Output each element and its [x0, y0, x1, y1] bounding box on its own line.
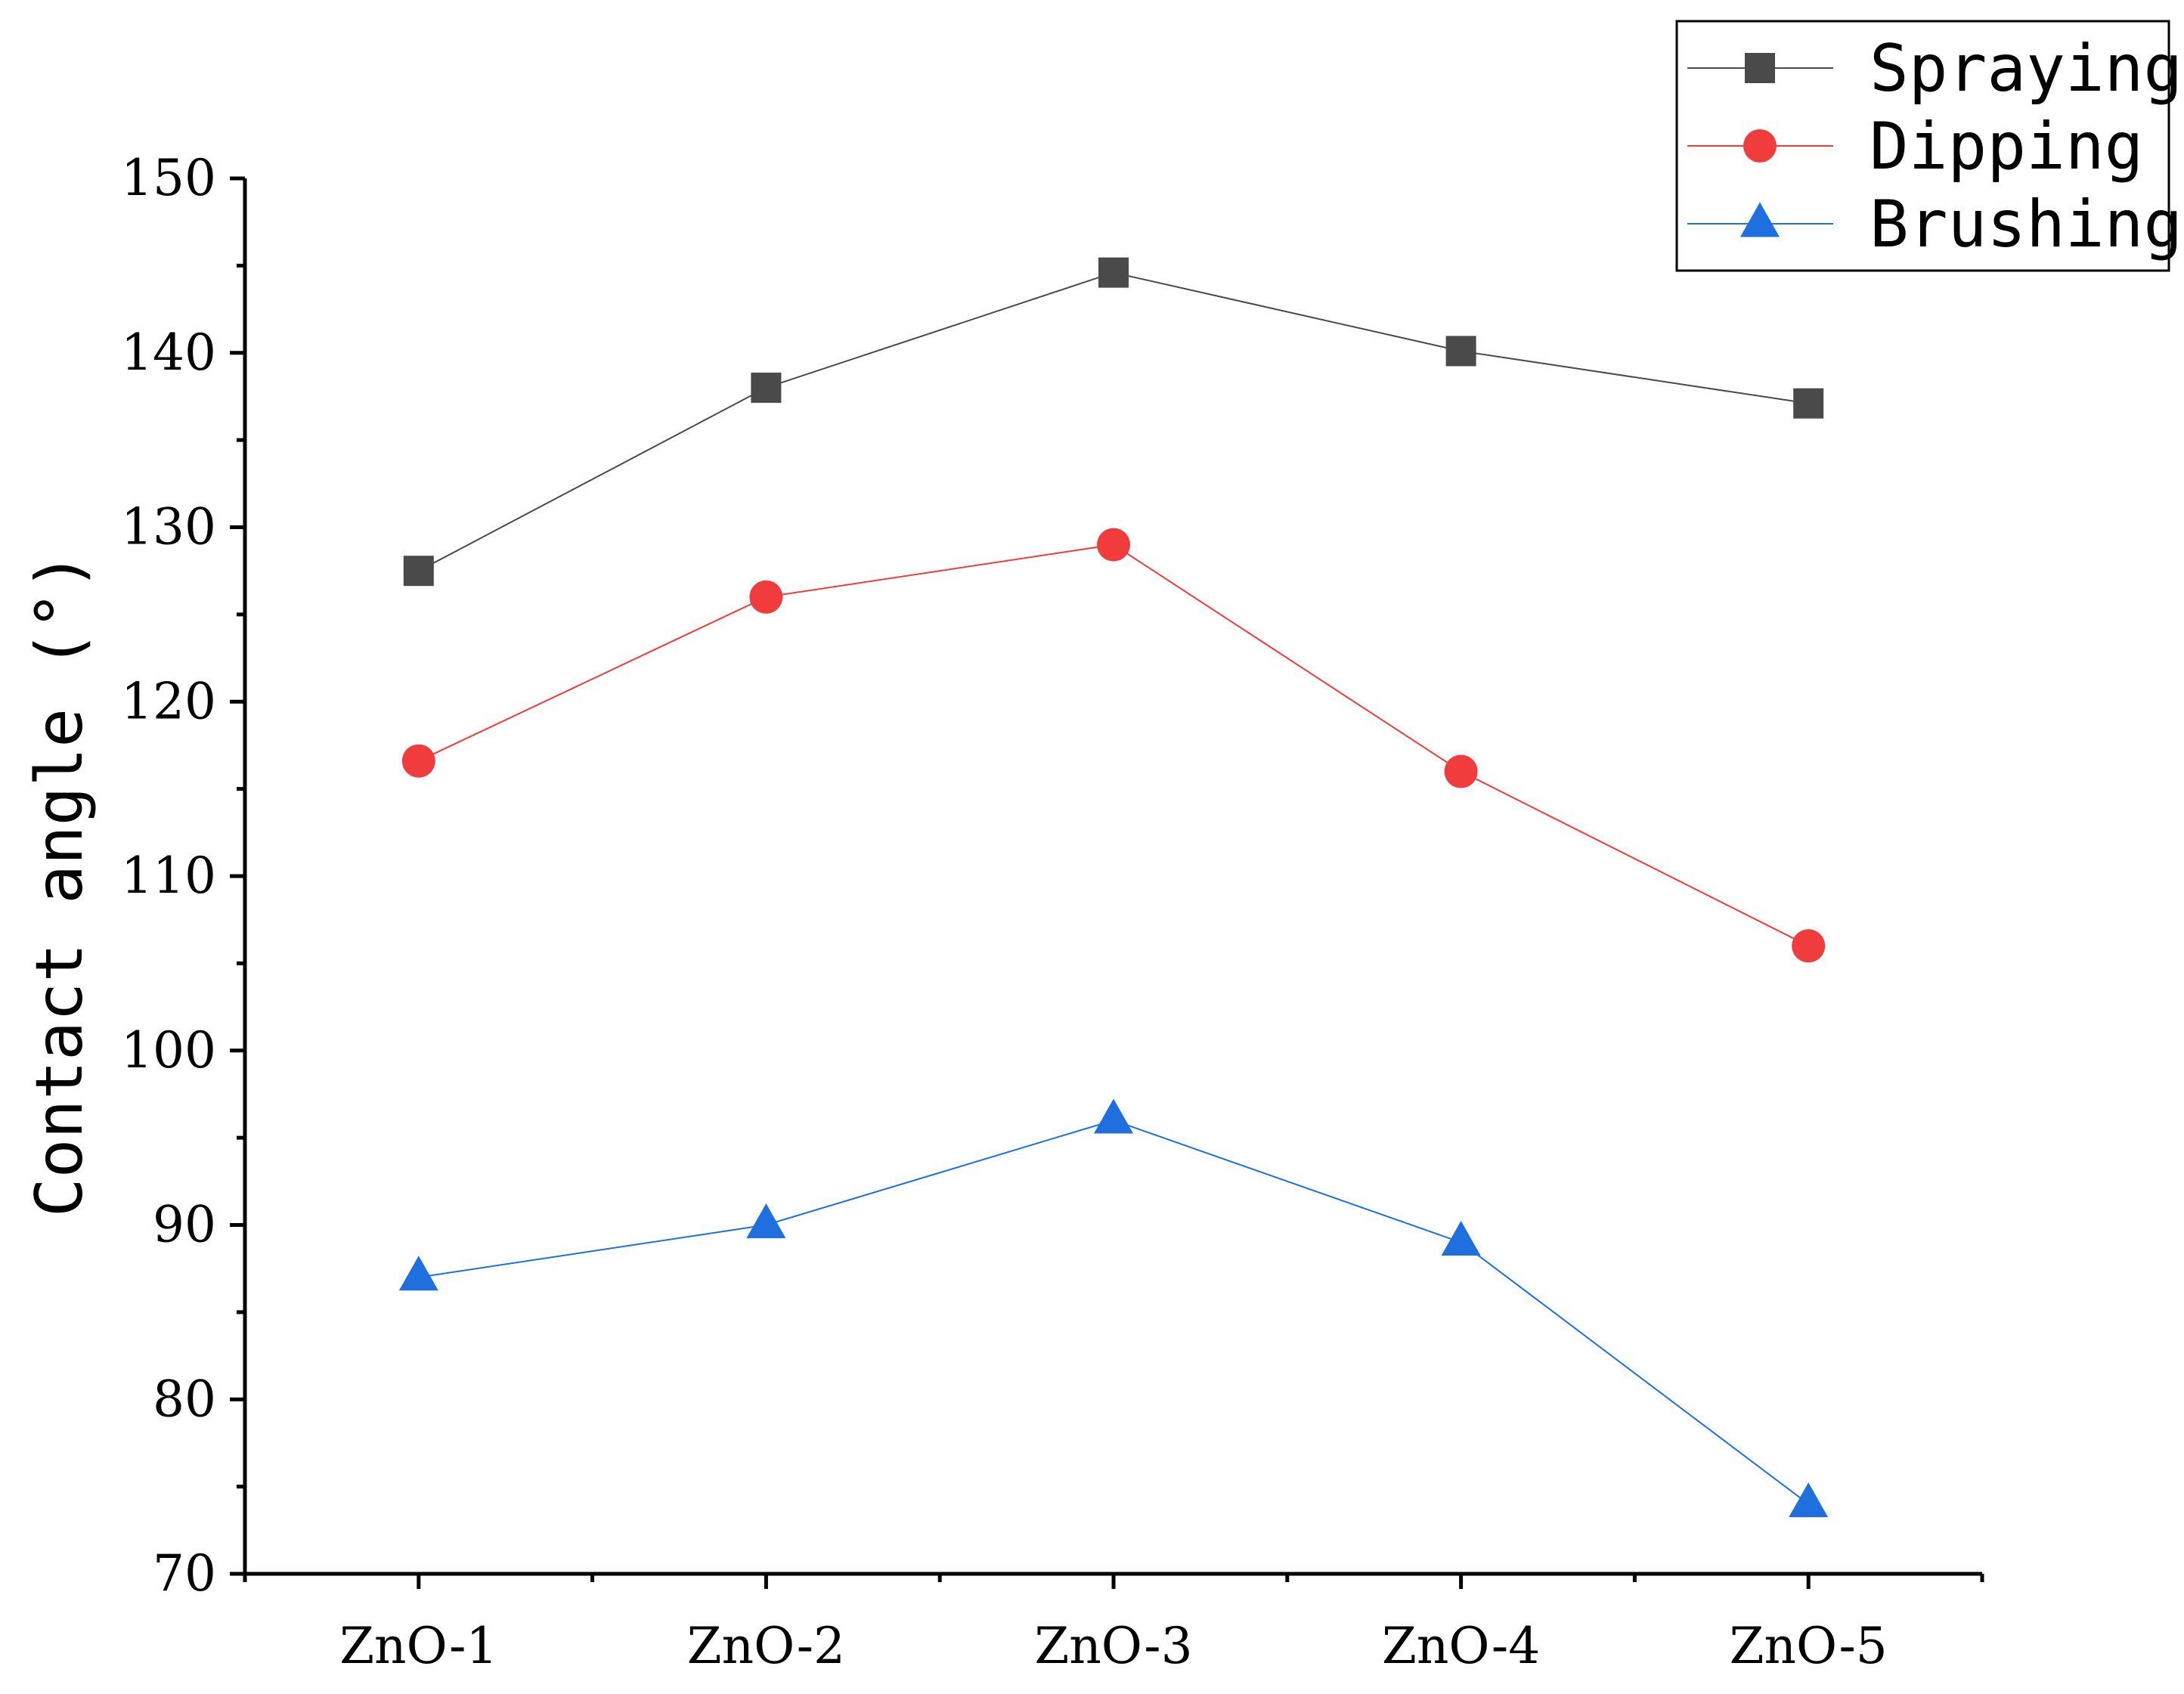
series-line-brushing [418, 1119, 1809, 1505]
y-tick-label: 110 [121, 847, 216, 905]
axes: 70 80 90 100 110 120 130 140 150 ZnO-1 ZnO-2 ZnO-3 Z… [121, 149, 1984, 1675]
series-brushing [398, 1098, 1829, 1518]
y-tick-label: 120 [121, 672, 216, 730]
y-tick-label: 140 [121, 324, 216, 382]
series-layer [398, 257, 1829, 1518]
data-point-dipping [1444, 754, 1478, 788]
data-point-brushing [398, 1256, 438, 1291]
data-point-spraying [1445, 336, 1476, 367]
y-tick-label: 70 [153, 1544, 216, 1603]
data-point-brushing [1094, 1098, 1133, 1134]
data-point-spraying [751, 372, 782, 403]
x-tick-label: ZnO-5 [1730, 1617, 1888, 1675]
x-tick-label: ZnO-3 [1034, 1617, 1192, 1675]
y-tick-label: 80 [153, 1370, 216, 1428]
series-line-dipping [418, 544, 1809, 947]
data-point-dipping [749, 580, 783, 614]
x-tick-label: ZnO-1 [339, 1617, 497, 1675]
legend-marker-dipping [1743, 129, 1777, 163]
legend-item-dipping: Dipping [1687, 109, 2143, 184]
data-point-spraying [1793, 388, 1824, 419]
x-tick-label: ZnO-4 [1382, 1617, 1540, 1675]
y-tick-label: 100 [121, 1021, 216, 1079]
y-tick-label: 90 [153, 1196, 216, 1254]
x-tick-label: ZnO-2 [687, 1617, 845, 1675]
data-point-dipping [401, 744, 435, 778]
y-tick-label: 150 [121, 149, 216, 207]
data-point-spraying [1098, 257, 1129, 288]
legend-label-spraying: Spraying [1870, 31, 2182, 107]
series-spraying [403, 257, 1824, 587]
legend-label-dipping: Dipping [1870, 109, 2143, 184]
series-line-spraying [418, 271, 1809, 572]
data-point-spraying [403, 556, 434, 587]
data-point-brushing [1789, 1482, 1829, 1518]
y-axis-title: Contact angle (°) [22, 552, 98, 1217]
data-point-brushing [1441, 1221, 1481, 1256]
data-point-brushing [746, 1203, 786, 1238]
legend-marker-spraying [1745, 53, 1775, 83]
y-axis-title-group: Contact angle (°) [22, 552, 98, 1217]
legend-label-brushing: Brushing [1870, 187, 2182, 262]
data-point-dipping [1792, 929, 1826, 963]
y-tick-label: 130 [121, 498, 216, 556]
legend-marker-brushing [1740, 202, 1780, 237]
series-dipping [401, 528, 1826, 963]
data-point-dipping [1097, 528, 1130, 562]
legend-item-brushing: Brushing [1687, 187, 2182, 262]
legend-item-spraying: Spraying [1687, 31, 2182, 107]
